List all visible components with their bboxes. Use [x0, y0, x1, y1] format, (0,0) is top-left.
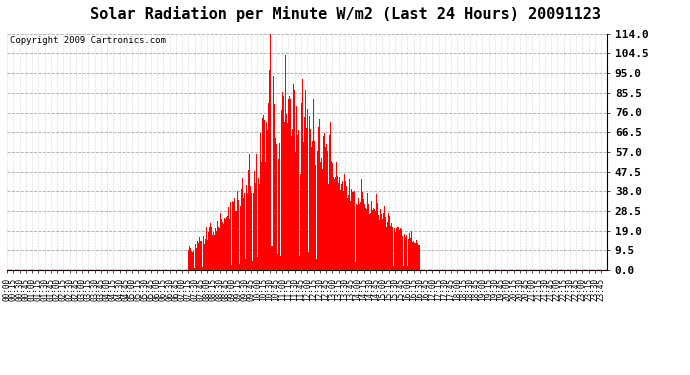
Text: Solar Radiation per Minute W/m2 (Last 24 Hours) 20091123: Solar Radiation per Minute W/m2 (Last 24… [90, 6, 600, 22]
Text: Copyright 2009 Cartronics.com: Copyright 2009 Cartronics.com [10, 36, 166, 45]
